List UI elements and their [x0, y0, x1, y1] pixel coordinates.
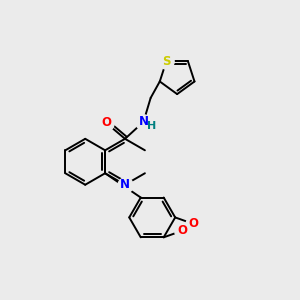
Text: N: N [139, 116, 148, 128]
Text: H: H [147, 121, 156, 131]
Text: S: S [162, 55, 171, 68]
Text: N: N [120, 178, 130, 191]
Text: O: O [177, 224, 187, 237]
Text: O: O [188, 218, 198, 230]
Text: O: O [101, 116, 111, 129]
